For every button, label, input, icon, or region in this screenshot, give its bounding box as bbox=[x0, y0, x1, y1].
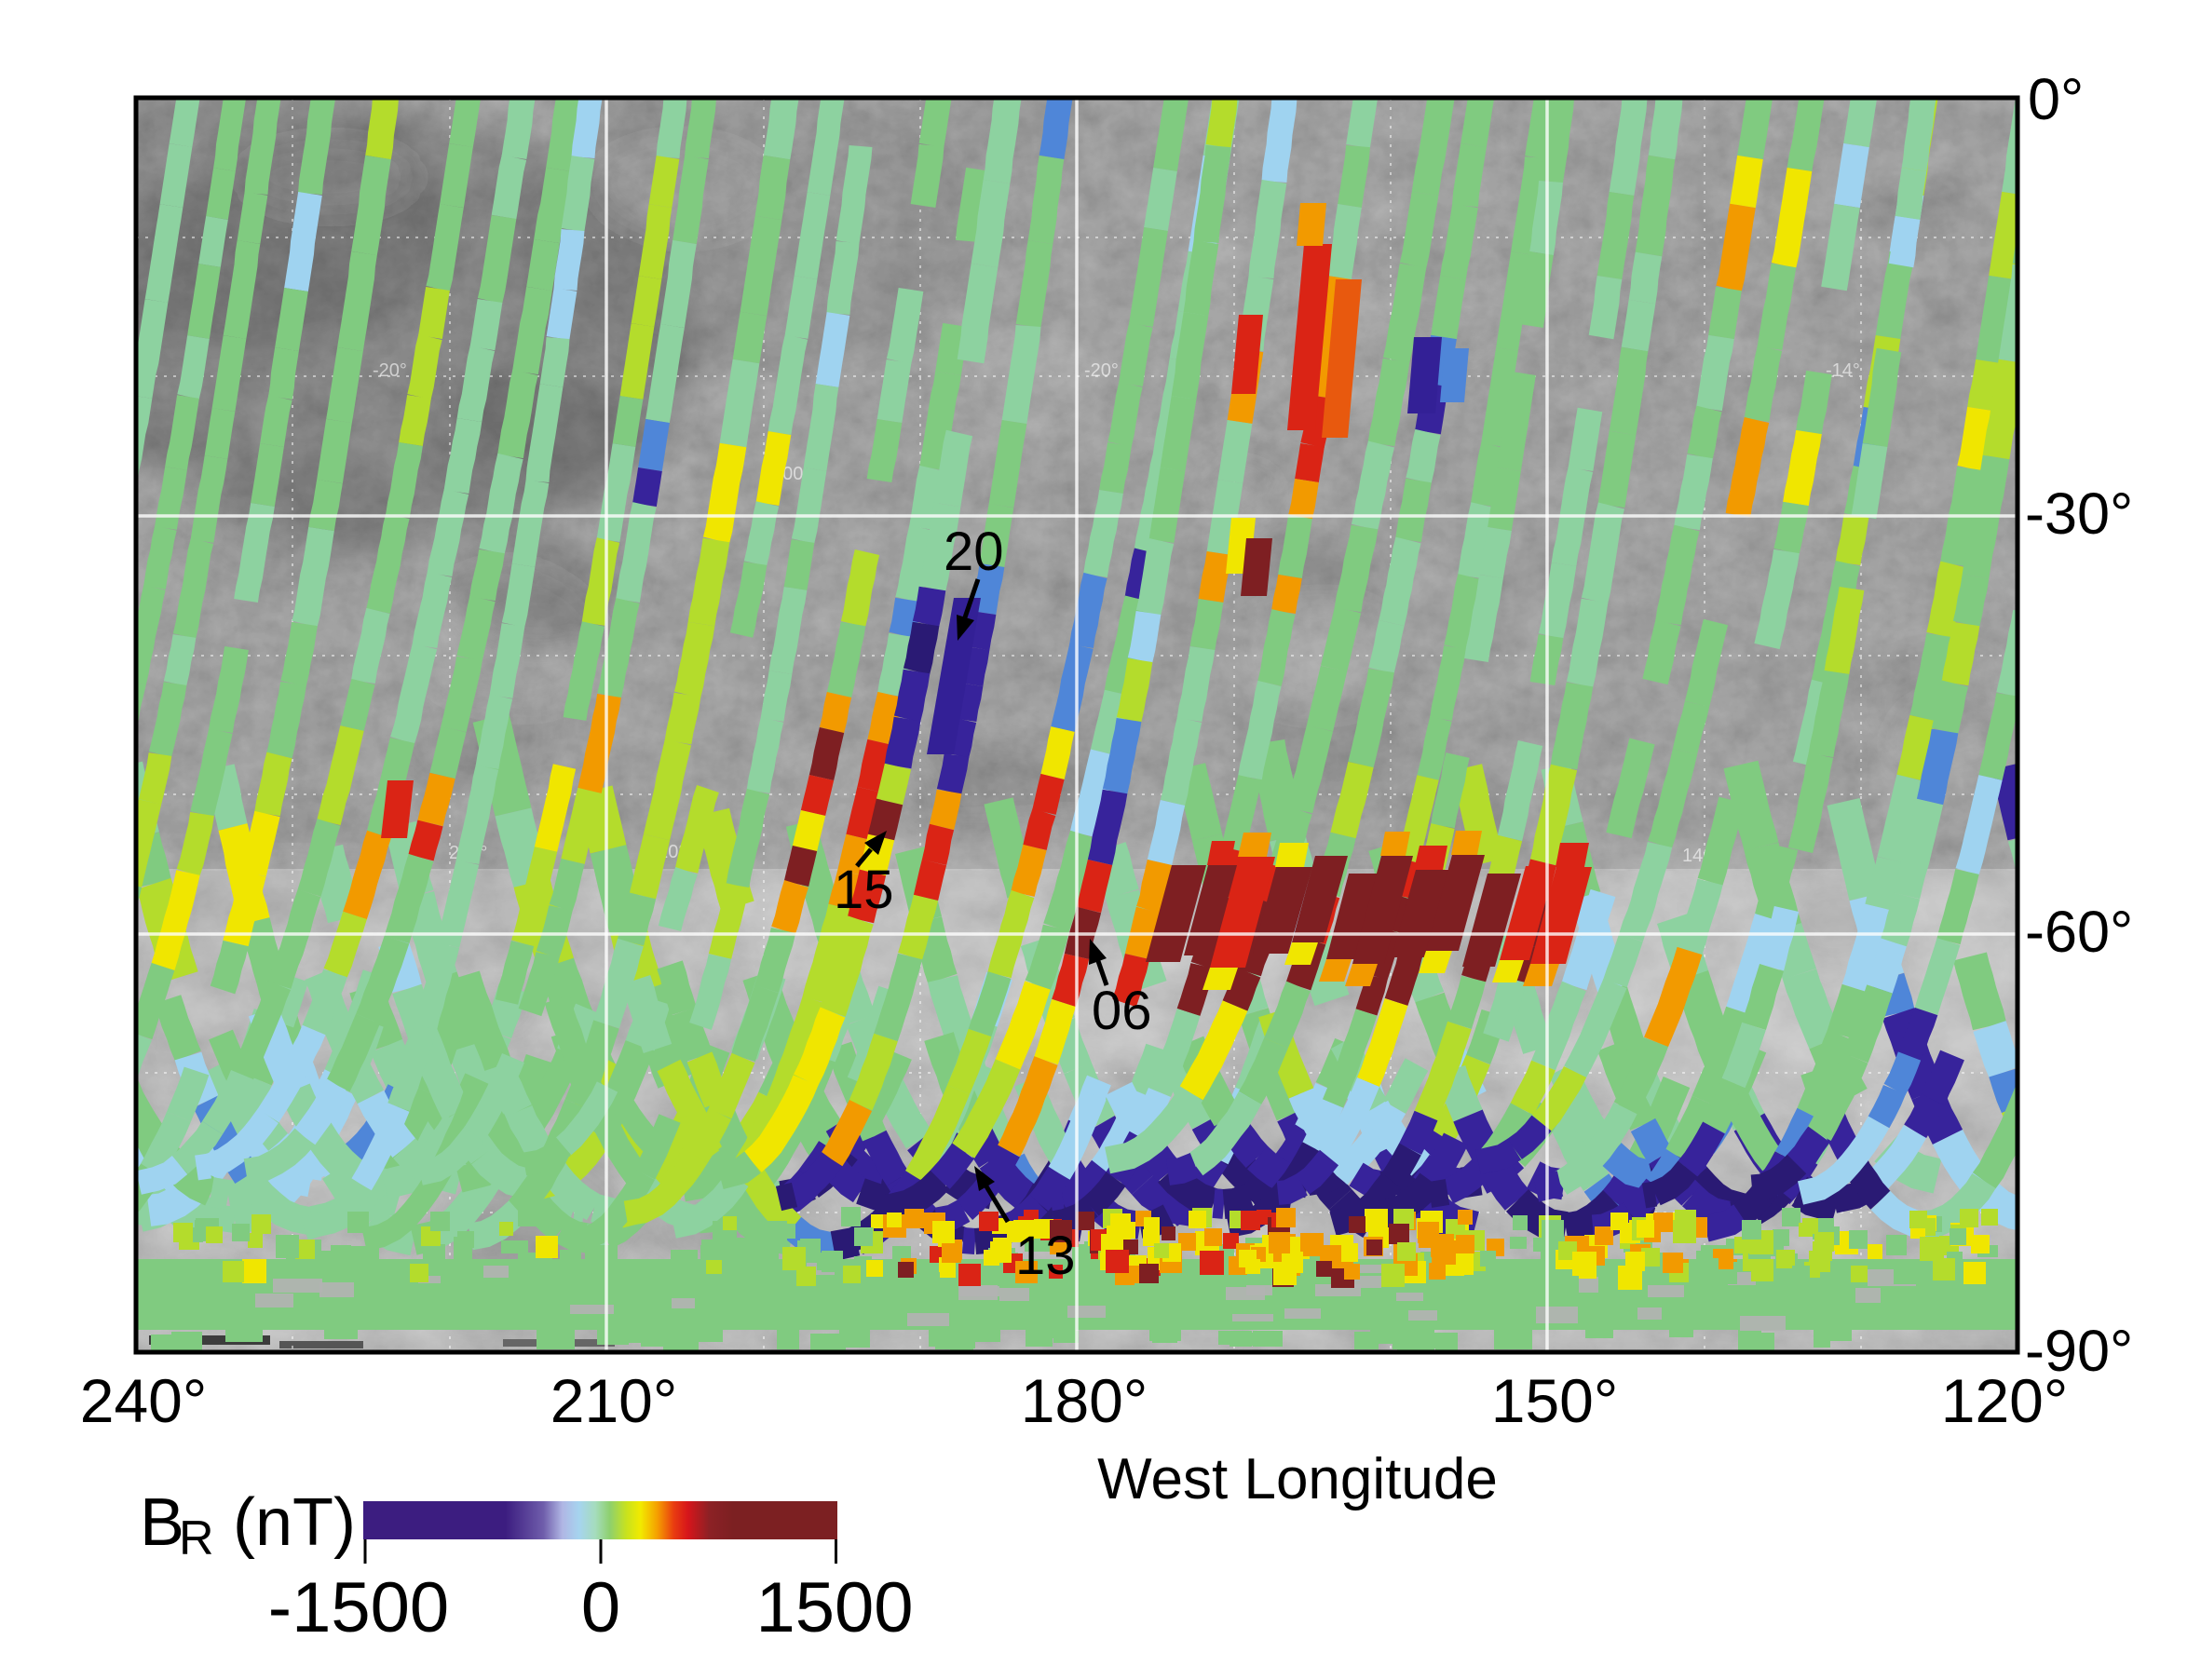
svg-text:15: 15 bbox=[834, 860, 894, 920]
svg-text:240°: 240° bbox=[80, 1366, 208, 1435]
svg-text:13: 13 bbox=[1015, 1226, 1076, 1286]
svg-text:0°: 0° bbox=[2028, 67, 2084, 132]
svg-text:180°: 180° bbox=[1021, 1366, 1148, 1435]
svg-text:B: B bbox=[140, 1485, 184, 1560]
svg-text:-30°: -30° bbox=[2025, 481, 2133, 547]
svg-text:150°: 150° bbox=[1491, 1366, 1619, 1435]
svg-text:0: 0 bbox=[581, 1568, 620, 1647]
svg-text:120°: 120° bbox=[1941, 1366, 2069, 1435]
svg-text:1500: 1500 bbox=[755, 1568, 913, 1647]
svg-text:06: 06 bbox=[1092, 981, 1152, 1041]
svg-text:-14°: -14° bbox=[1826, 360, 1860, 381]
svg-text:West Longitude: West Longitude bbox=[1097, 1447, 1498, 1511]
svg-text:-60°: -60° bbox=[2025, 900, 2133, 965]
svg-text:20: 20 bbox=[944, 522, 1004, 582]
svg-text:R: R bbox=[179, 1511, 214, 1565]
svg-text:-1500: -1500 bbox=[268, 1568, 449, 1647]
svg-text:(nT): (nT) bbox=[233, 1485, 356, 1560]
svg-text:210°: 210° bbox=[550, 1366, 678, 1435]
svg-text:-20°: -20° bbox=[1084, 360, 1119, 381]
svg-text:-20°: -20° bbox=[373, 360, 407, 381]
svg-text:-90°: -90° bbox=[2025, 1319, 2133, 1384]
